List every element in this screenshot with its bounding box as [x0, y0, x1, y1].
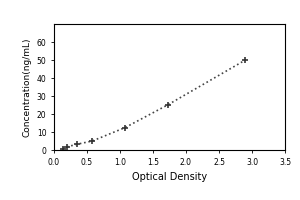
X-axis label: Optical Density: Optical Density: [132, 172, 207, 182]
Y-axis label: Concentration(ng/mL): Concentration(ng/mL): [22, 37, 31, 137]
